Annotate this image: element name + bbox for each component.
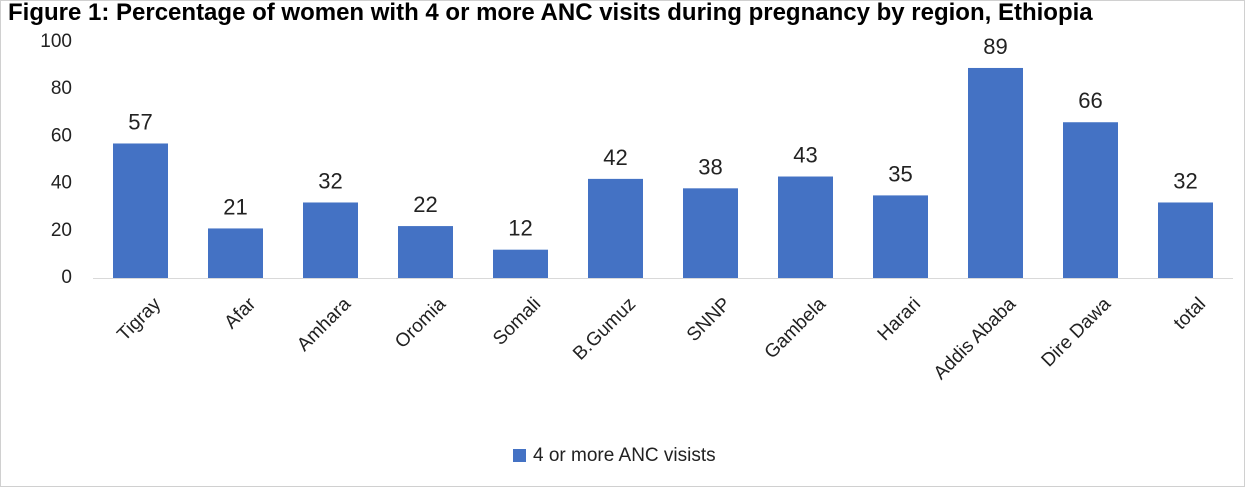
data-label: 43 (793, 143, 817, 168)
bar (493, 249, 548, 278)
data-label: 32 (318, 168, 342, 193)
bar (303, 202, 358, 278)
data-label: 66 (1078, 88, 1102, 113)
bar (588, 178, 643, 278)
data-labels: 57 21 32 22 12 42 38 43 35 89 66 32 (128, 34, 1197, 241)
data-label: 42 (603, 145, 627, 170)
data-label: 21 (223, 194, 247, 219)
bar (398, 226, 453, 278)
bar (208, 228, 263, 278)
bar (113, 143, 168, 278)
data-label: 12 (508, 216, 532, 241)
bar (1063, 122, 1118, 279)
y-tick-label: 0 (61, 267, 72, 288)
bar (683, 188, 738, 278)
chart-title: Figure 1: Percentage of women with 4 or … (8, 0, 1093, 26)
bar (873, 195, 928, 278)
y-axis: 0 20 40 60 80 100 (40, 31, 72, 288)
y-tick-label: 60 (51, 125, 72, 146)
bars (113, 67, 1213, 279)
bar (1158, 202, 1213, 278)
legend-swatch (513, 449, 526, 462)
y-tick-label: 40 (51, 173, 72, 194)
data-label: 22 (413, 192, 437, 217)
data-label: 32 (1173, 168, 1197, 193)
bar (968, 67, 1023, 279)
data-label: 89 (983, 34, 1007, 59)
y-tick-label: 20 (51, 220, 72, 241)
data-label: 35 (888, 161, 912, 186)
data-label: 57 (128, 109, 152, 134)
y-tick-label: 80 (51, 78, 72, 99)
legend-label: 4 or more ANC visists (533, 445, 716, 466)
y-tick-label: 100 (40, 31, 72, 52)
data-label: 38 (698, 154, 722, 179)
bar (778, 176, 833, 278)
legend: 4 or more ANC visists (513, 445, 716, 466)
